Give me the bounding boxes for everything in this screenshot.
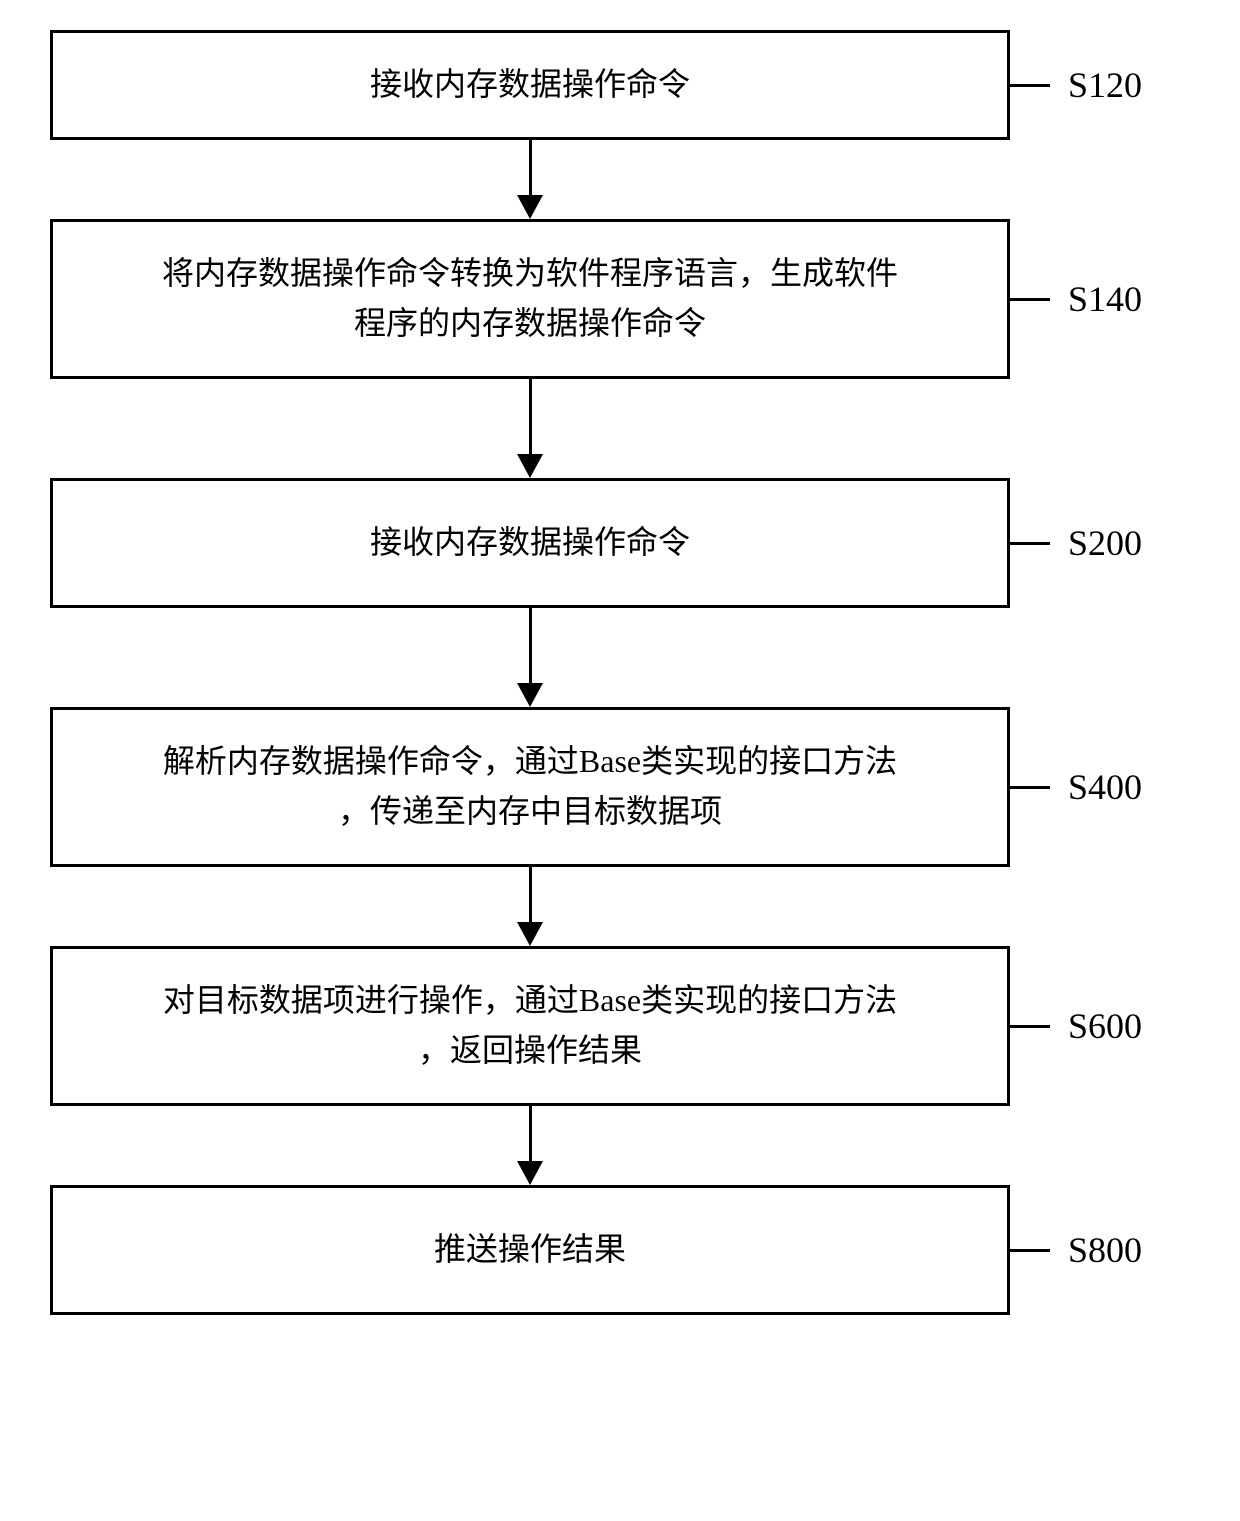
step-label-s200: S200 [1068, 522, 1142, 564]
step-box-s200: 接收内存数据操作命令 [50, 478, 1010, 608]
flowchart-container: 接收内存数据操作命令 S120 将内存数据操作命令转换为软件程序语言，生成软件程… [50, 30, 1190, 1315]
arrow-s200-s400 [517, 608, 543, 707]
step-text: 对目标数据项进行操作，通过Base类实现的接口方法，返回操作结果 [163, 976, 897, 1075]
step-box-s400: 解析内存数据操作命令，通过Base类实现的接口方法，传递至内存中目标数据项 [50, 707, 1010, 867]
step-row-s400: 解析内存数据操作命令，通过Base类实现的接口方法，传递至内存中目标数据项 S4… [50, 707, 1190, 867]
step-box-s120: 接收内存数据操作命令 [50, 30, 1010, 140]
step-row-s140: 将内存数据操作命令转换为软件程序语言，生成软件程序的内存数据操作命令 S140 [50, 219, 1190, 379]
step-row-s600: 对目标数据项进行操作，通过Base类实现的接口方法，返回操作结果 S600 [50, 946, 1190, 1106]
step-label-s600: S600 [1068, 1005, 1142, 1047]
step-row-s800: 推送操作结果 S800 [50, 1185, 1190, 1315]
step-text: 接收内存数据操作命令 [370, 518, 690, 568]
leader-line [1010, 84, 1050, 87]
step-text: 解析内存数据操作命令，通过Base类实现的接口方法，传递至内存中目标数据项 [163, 737, 897, 836]
step-text: 将内存数据操作命令转换为软件程序语言，生成软件程序的内存数据操作命令 [162, 249, 898, 348]
step-row-s120: 接收内存数据操作命令 S120 [50, 30, 1190, 140]
leader-line [1010, 298, 1050, 301]
step-label-s400: S400 [1068, 766, 1142, 808]
step-label-s800: S800 [1068, 1229, 1142, 1271]
step-text: 推送操作结果 [434, 1225, 626, 1275]
arrow-s140-s200 [517, 379, 543, 478]
leader-line [1010, 1249, 1050, 1252]
step-box-s600: 对目标数据项进行操作，通过Base类实现的接口方法，返回操作结果 [50, 946, 1010, 1106]
leader-line [1010, 1025, 1050, 1028]
step-box-s800: 推送操作结果 [50, 1185, 1010, 1315]
arrow-s600-s800 [517, 1106, 543, 1185]
arrow-s400-s600 [517, 867, 543, 946]
step-text: 接收内存数据操作命令 [370, 60, 690, 110]
step-row-s200: 接收内存数据操作命令 S200 [50, 478, 1190, 608]
leader-line [1010, 786, 1050, 789]
arrow-s120-s140 [517, 140, 543, 219]
leader-line [1010, 542, 1050, 545]
step-box-s140: 将内存数据操作命令转换为软件程序语言，生成软件程序的内存数据操作命令 [50, 219, 1010, 379]
step-label-s120: S120 [1068, 64, 1142, 106]
step-label-s140: S140 [1068, 278, 1142, 320]
